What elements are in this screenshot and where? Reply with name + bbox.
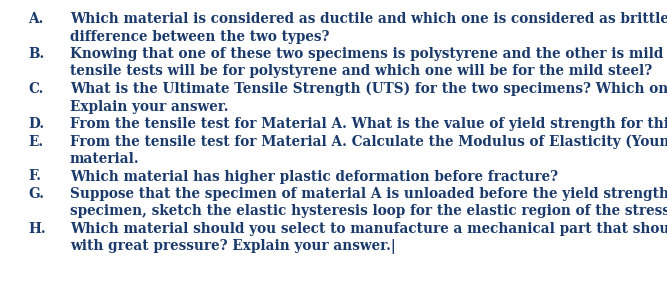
Text: D.: D. [28, 117, 44, 131]
Text: B.: B. [28, 47, 44, 61]
Text: From the tensile test for Material A. Calculate the Modulus of Elasticity (Young: From the tensile test for Material A. Ca… [70, 135, 667, 149]
Text: Suppose that the specimen of material A is unloaded before the yield strength po: Suppose that the specimen of material A … [70, 187, 667, 201]
Text: G.: G. [28, 187, 44, 201]
Text: material.: material. [70, 152, 139, 166]
Text: H.: H. [28, 222, 45, 236]
Text: Explain your answer.: Explain your answer. [70, 99, 229, 114]
Text: E.: E. [28, 135, 43, 148]
Text: Which material should you select to manufacture a mechanical part that should no: Which material should you select to manu… [70, 222, 667, 236]
Text: tensile tests will be for polystyrene and which one will be for the mild steel?: tensile tests will be for polystyrene an… [70, 65, 652, 78]
Text: Which material is considered as ductile and which one is considered as brittle? : Which material is considered as ductile … [70, 12, 667, 26]
Text: difference between the two types?: difference between the two types? [70, 30, 329, 43]
Text: From the tensile test for Material A. What is the value of yield strength for th: From the tensile test for Material A. Wh… [70, 117, 667, 131]
Text: F.: F. [28, 170, 41, 183]
Text: specimen, sketch the elastic hysteresis loop for the elastic region of the stres: specimen, sketch the elastic hysteresis … [70, 204, 667, 219]
Text: with great pressure? Explain your answer.|: with great pressure? Explain your answer… [70, 240, 396, 255]
Text: A.: A. [28, 12, 43, 26]
Text: Knowing that one of these two specimens is polystyrene and the other is mild ste: Knowing that one of these two specimens … [70, 47, 667, 61]
Text: What is the Ultimate Tensile Strength (UTS) for the two specimens? Which one has: What is the Ultimate Tensile Strength (U… [70, 82, 667, 96]
Text: Which material has higher plastic deformation before fracture?: Which material has higher plastic deform… [70, 170, 558, 183]
Text: C.: C. [28, 82, 43, 96]
